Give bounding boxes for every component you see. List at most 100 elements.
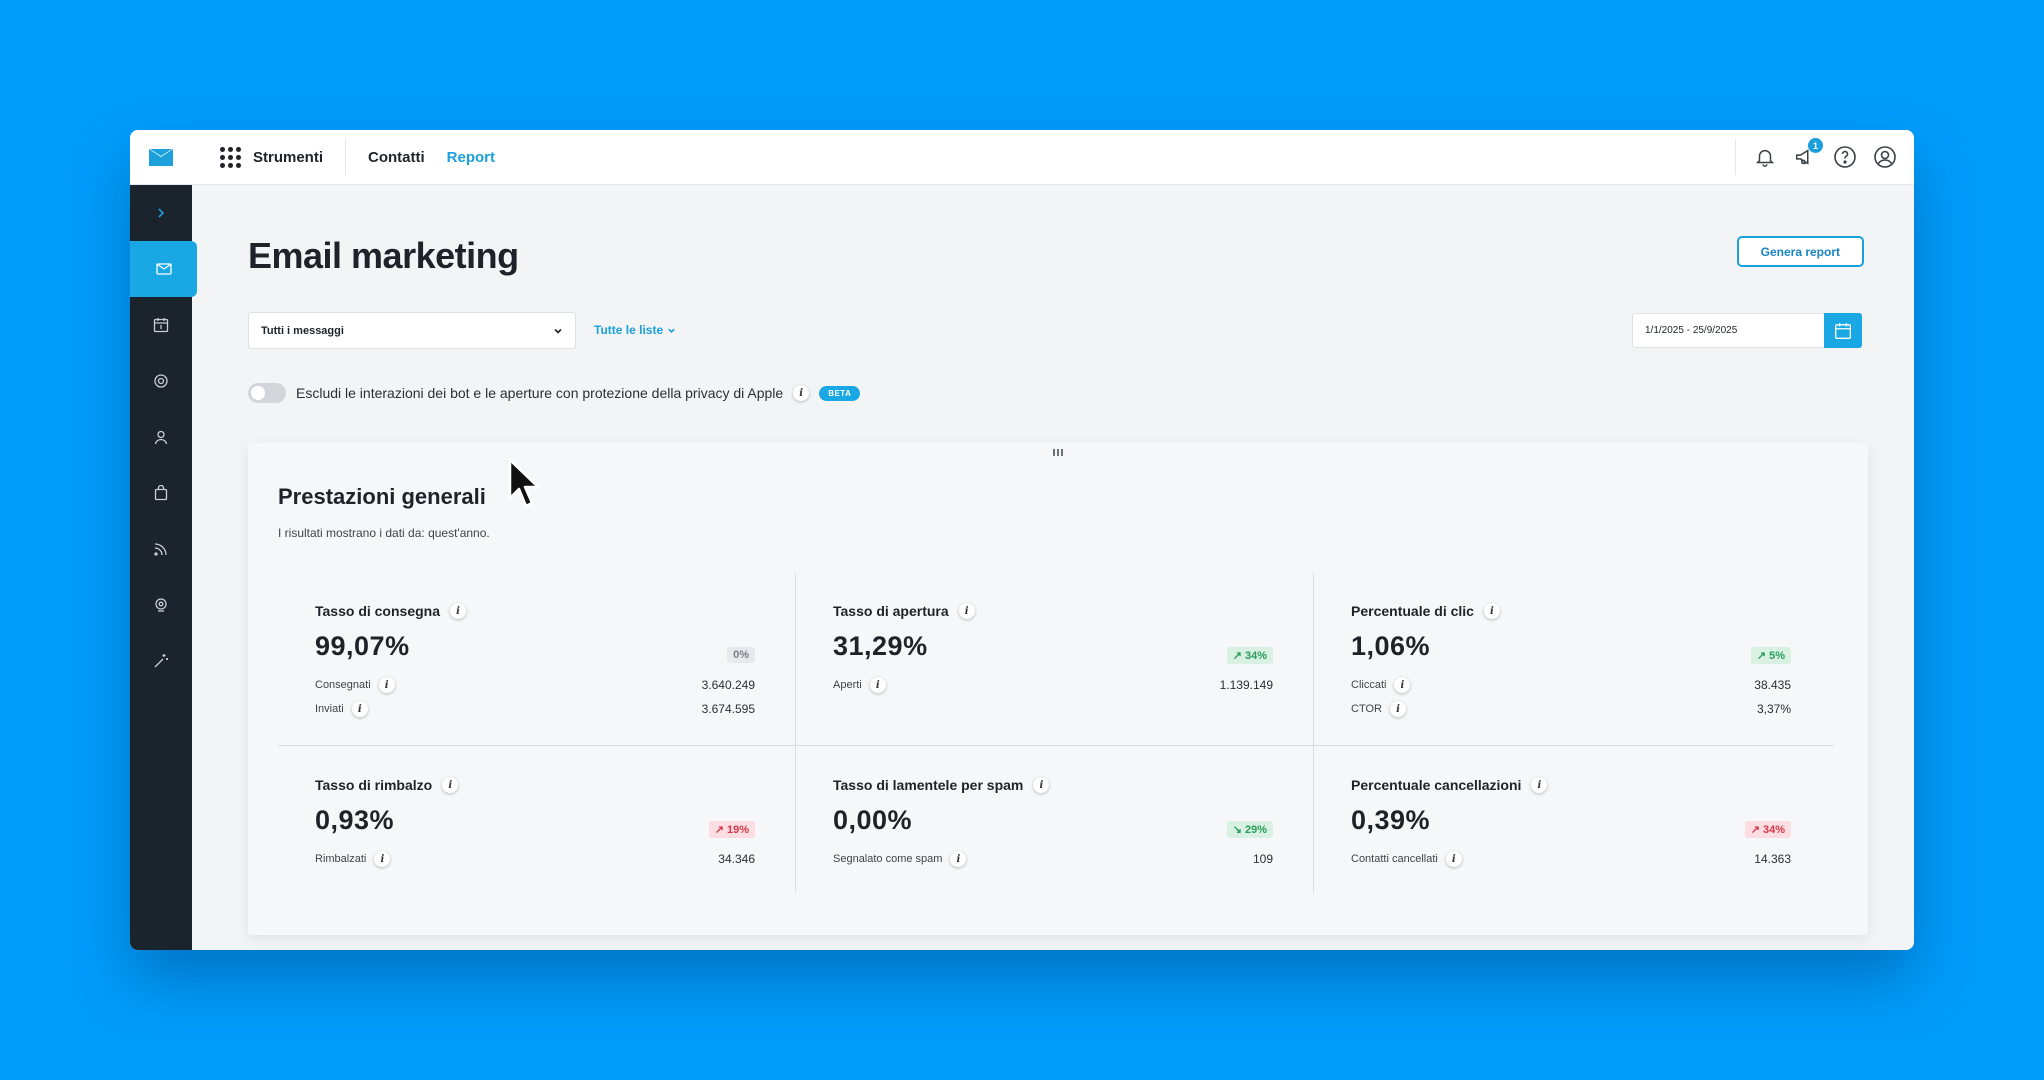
tools-menu[interactable]: Strumenti xyxy=(192,139,347,175)
info-icon[interactable]: i xyxy=(442,777,459,793)
info-icon[interactable]: i xyxy=(1033,777,1050,793)
info-icon[interactable]: i xyxy=(869,677,886,693)
sidebar xyxy=(130,185,197,950)
nav-contacts[interactable]: Contatti xyxy=(368,148,425,166)
info-icon[interactable]: i xyxy=(950,851,967,867)
privacy-toggle-row: Escludi le interazioni dei bot e le aper… xyxy=(248,383,861,403)
info-icon[interactable]: i xyxy=(958,603,975,619)
app-window: Strumenti Contatti Report 1 xyxy=(130,130,1914,950)
trend-badge: ↗ 34% xyxy=(1744,821,1791,838)
metric-value: 1,06% xyxy=(1351,631,1431,661)
nav-report[interactable]: Report xyxy=(446,148,496,166)
row-value: 3.640.249 xyxy=(701,678,755,692)
date-range-field[interactable]: 1/1/2025 - 25/9/2025 xyxy=(1632,313,1824,348)
date-range-picker: 1/1/2025 - 25/9/2025 xyxy=(1632,313,1862,348)
card-subtitle: I risultati mostrano i dati da: quest'an… xyxy=(278,526,490,540)
metric-title: Tasso di lamentele per spam xyxy=(833,777,1024,793)
envelope-logo-icon xyxy=(149,148,173,166)
row-value: 14.363 xyxy=(1754,852,1791,866)
info-icon[interactable]: i xyxy=(1531,777,1548,793)
metric-title: Tasso di consegna xyxy=(315,603,440,619)
landing-page-icon xyxy=(155,598,167,612)
row-value: 109 xyxy=(1252,852,1273,866)
info-icon[interactable]: i xyxy=(1394,677,1411,693)
help-button[interactable] xyxy=(1832,144,1858,170)
chevron-down-icon xyxy=(668,328,675,333)
row-value: 38.435 xyxy=(1754,678,1791,692)
sidebar-item-calendar[interactable] xyxy=(130,297,192,353)
lists-link-label: Tutte le liste xyxy=(594,323,664,337)
card-title: Prestazioni generali xyxy=(278,484,486,509)
drag-handle-icon[interactable] xyxy=(1053,449,1063,456)
expand-icon xyxy=(158,208,165,218)
privacy-toggle[interactable] xyxy=(248,383,286,403)
metric-spam-rate: Tasso di lamentele per spam i 0,00% ↘ 29%… xyxy=(833,777,1273,868)
sidebar-item-automation[interactable] xyxy=(130,353,192,409)
sidebar-expand[interactable] xyxy=(130,185,192,241)
row-label: Segnalato come spam xyxy=(833,853,943,865)
megaphone-icon xyxy=(1796,149,1809,165)
info-icon[interactable]: i xyxy=(793,385,810,401)
metric-value: 0,93% xyxy=(315,805,395,835)
calendar-icon xyxy=(1835,322,1851,339)
metric-delivery-rate: Tasso di consegna i 99,07% 0% Consegnati i… xyxy=(315,603,755,718)
sidebar-item-rss[interactable] xyxy=(130,521,192,577)
metric-value: 0,00% xyxy=(833,805,913,835)
calendar-button[interactable] xyxy=(1824,313,1862,348)
announcements-button[interactable]: 1 xyxy=(1792,138,1823,170)
announcements-badge: 1 xyxy=(1808,138,1823,153)
row-value: 3.674.595 xyxy=(701,702,755,716)
messages-select-value: Tutti i messaggi xyxy=(261,324,344,337)
notifications-button[interactable] xyxy=(1752,144,1778,170)
user-avatar-icon xyxy=(1874,146,1896,168)
metric-unsubscribe-rate: Percentuale cancellazioni i 0,39% ↗ 34% C… xyxy=(1351,777,1791,868)
rss-icon xyxy=(154,543,167,556)
info-icon[interactable]: i xyxy=(1483,603,1500,619)
main-content: Email marketing Genera report Tutti i me… xyxy=(192,185,1914,950)
magic-wand-icon xyxy=(154,654,168,668)
info-icon[interactable]: i xyxy=(378,677,395,693)
mouse-cursor-icon xyxy=(508,458,540,508)
metric-value: 99,07% xyxy=(315,631,410,661)
row-label: Contatti cancellati xyxy=(1351,853,1438,865)
divider xyxy=(1313,573,1314,893)
row-label: Consegnati xyxy=(315,679,371,691)
info-icon[interactable]: i xyxy=(351,701,368,717)
row-label: Cliccati xyxy=(1351,679,1387,691)
generate-report-button[interactable]: Genera report xyxy=(1736,236,1864,267)
sidebar-item-landing[interactable] xyxy=(130,577,192,633)
sidebar-item-ecommerce[interactable] xyxy=(130,465,192,521)
automation-gear-icon xyxy=(154,374,168,388)
metric-value: 0,39% xyxy=(1351,805,1431,835)
lists-dropdown-link[interactable]: Tutte le liste xyxy=(594,323,676,337)
row-label: Aperti xyxy=(833,679,862,691)
info-icon[interactable]: i xyxy=(374,851,391,867)
info-icon[interactable]: i xyxy=(1445,851,1462,867)
top-nav: Contatti Report xyxy=(346,149,495,166)
row-value: 1.139.149 xyxy=(1219,678,1273,692)
sidebar-item-email[interactable] xyxy=(130,241,197,297)
sidebar-item-tools[interactable] xyxy=(130,633,192,689)
row-label: CTOR xyxy=(1351,703,1382,715)
privacy-toggle-label: Escludi le interazioni dei bot e le aper… xyxy=(296,385,784,401)
trend-badge: ↗ 5% xyxy=(1750,647,1791,664)
metric-title: Tasso di apertura xyxy=(833,603,949,619)
row-value: 34.346 xyxy=(718,852,755,866)
sidebar-item-contacts[interactable] xyxy=(130,409,192,465)
trend-badge: ↘ 29% xyxy=(1226,821,1273,838)
metric-title: Percentuale di clic xyxy=(1351,603,1474,619)
row-value: 3,37% xyxy=(1756,702,1791,716)
metric-title: Percentuale cancellazioni xyxy=(1351,777,1522,793)
calendar-icon xyxy=(153,318,169,333)
account-button[interactable] xyxy=(1872,144,1898,170)
info-icon[interactable]: i xyxy=(450,603,466,619)
trend-badge: ↗ 19% xyxy=(708,821,755,838)
messages-select[interactable]: Tutti i messaggi xyxy=(248,312,576,349)
trend-badge: ↗ 34% xyxy=(1226,647,1273,664)
metrics-grid: Tasso di consegna i 99,07% 0% Consegnati i… xyxy=(278,573,1834,893)
metric-click-rate: Percentuale di clic i 1,06% ↗ 5% Cliccati… xyxy=(1351,603,1791,718)
contact-icon xyxy=(154,430,168,445)
brand-logo[interactable] xyxy=(130,130,192,185)
row-label: Inviati xyxy=(315,703,344,715)
info-icon[interactable]: i xyxy=(1389,701,1406,717)
